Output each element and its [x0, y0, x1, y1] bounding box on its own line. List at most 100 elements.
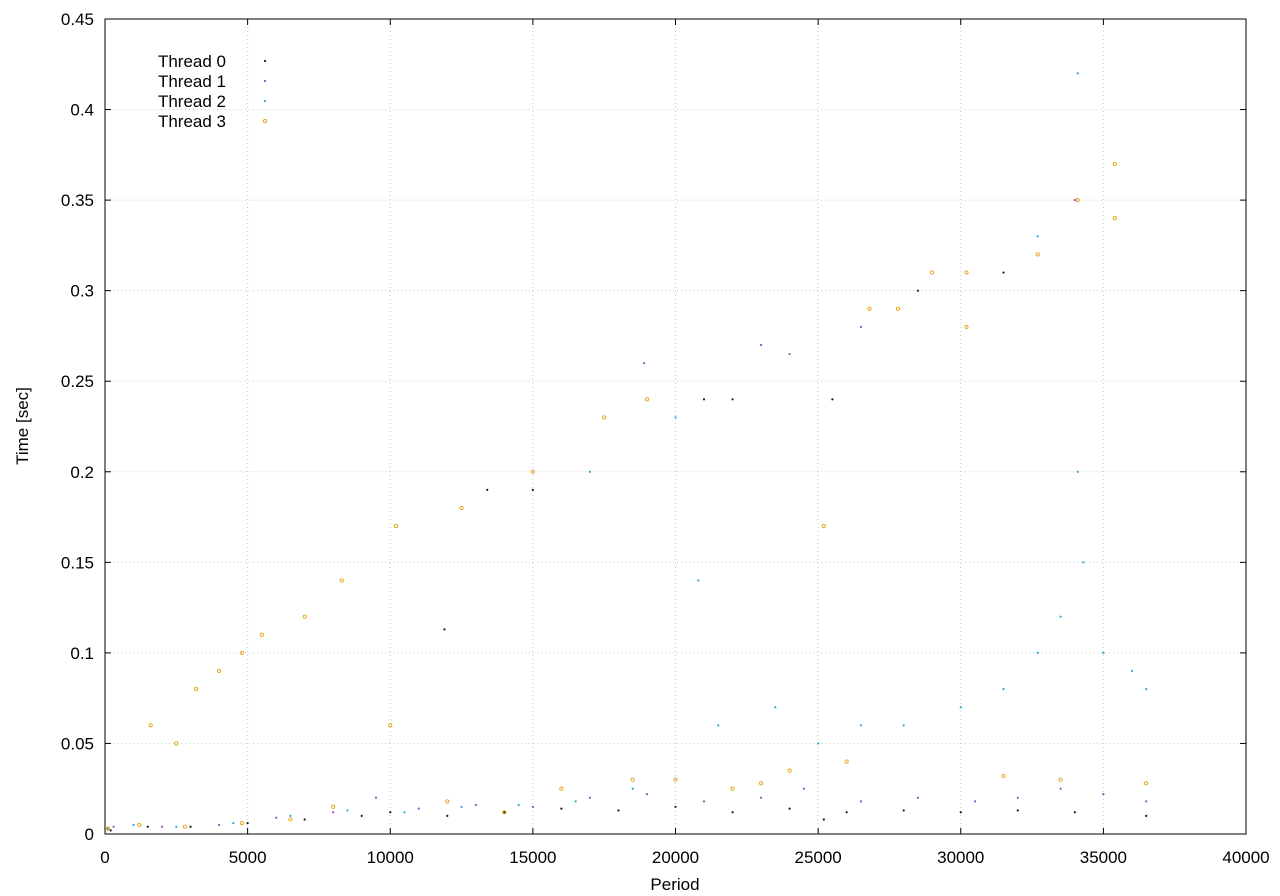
y-tick-label: 0.05: [61, 734, 94, 753]
data-point: [1002, 271, 1005, 274]
data-point: [112, 825, 115, 828]
series-3: [105, 161, 1149, 831]
data-point: [331, 804, 336, 809]
data-point: [1130, 669, 1133, 673]
data-point: [459, 505, 464, 511]
data-point: [1016, 809, 1019, 812]
data-point: [160, 825, 164, 828]
data-point: [902, 809, 905, 812]
data-point: [560, 807, 563, 810]
data-point: [393, 524, 399, 529]
data-point: [1112, 161, 1117, 166]
data-point: [460, 805, 463, 808]
data-point: [702, 800, 706, 803]
data-point: [902, 724, 905, 727]
y-tick-label: 0.3: [70, 282, 94, 301]
data-point: [443, 628, 446, 631]
y-tick-label: 0.35: [61, 191, 94, 210]
data-point: [1073, 811, 1076, 814]
legend-label: Thread 2: [158, 92, 226, 111]
data-point: [959, 706, 962, 709]
data-point: [759, 343, 763, 347]
grid: [105, 19, 1246, 834]
data-point: [174, 741, 179, 746]
data-point: [1145, 814, 1148, 817]
data-point: [1076, 470, 1079, 473]
data-point: [1016, 796, 1019, 799]
data-point: [895, 306, 901, 311]
data-point: [218, 823, 221, 827]
data-point: [389, 811, 392, 814]
data-point: [644, 397, 650, 402]
data-point: [339, 578, 344, 583]
data-point: [559, 786, 564, 791]
x-tick-label: 0: [100, 848, 109, 867]
legend-marker: [263, 59, 267, 63]
data-point: [973, 800, 977, 803]
data-point: [822, 818, 825, 821]
data-point: [217, 668, 222, 674]
data-point: [486, 488, 489, 491]
data-point: [474, 803, 477, 807]
data-point: [289, 814, 292, 817]
data-point: [821, 524, 826, 529]
data-point: [930, 270, 935, 275]
data-point: [617, 809, 620, 812]
data-point: [175, 825, 178, 828]
data-point: [702, 398, 706, 401]
legend-marker: [262, 118, 268, 124]
data-point: [1059, 615, 1062, 618]
data-point: [194, 687, 199, 692]
data-point: [332, 811, 335, 814]
series-0: [109, 271, 1148, 832]
data-point: [288, 817, 293, 822]
data-point: [417, 807, 420, 810]
data-point: [445, 799, 450, 804]
x-tick-label: 30000: [937, 848, 984, 867]
x-tick-label: 40000: [1222, 848, 1269, 867]
data-point: [246, 822, 249, 825]
data-point: [446, 814, 449, 817]
data-point: [759, 781, 764, 786]
data-point: [964, 270, 969, 275]
data-point: [302, 614, 307, 619]
data-point: [673, 777, 678, 782]
data-point: [645, 793, 649, 796]
legend-marker: [263, 99, 267, 103]
data-point: [964, 324, 969, 329]
data-point: [1036, 651, 1039, 654]
y-tick-label: 0.4: [70, 101, 94, 120]
legend-label: Thread 1: [158, 72, 226, 91]
data-point: [346, 809, 349, 812]
data-point: [502, 810, 507, 815]
data-point: [674, 416, 677, 419]
data-point: [148, 723, 153, 728]
data-point: [1059, 787, 1062, 790]
data-point: [275, 816, 278, 819]
data-point: [574, 800, 577, 803]
data-point: [239, 821, 244, 826]
legend-label: Thread 3: [158, 112, 226, 131]
x-tick-labels: 0 5000 10000 15000 20000 25000 30000 35000 40000: [100, 848, 1269, 867]
data-point: [717, 724, 720, 727]
x-axis-label: Period: [650, 875, 699, 894]
data-point: [1145, 800, 1148, 803]
data-point: [146, 825, 149, 828]
data-point: [182, 824, 187, 829]
data-point: [1036, 235, 1039, 238]
data-point: [787, 768, 792, 773]
series-2: [106, 72, 1148, 830]
data-point: [303, 818, 306, 821]
data-point: [1035, 252, 1040, 257]
x-tick-label: 25000: [794, 848, 841, 867]
data-point: [731, 398, 734, 401]
data-point: [1075, 198, 1080, 203]
y-axis-label: Time [sec]: [13, 387, 32, 465]
x-tick-label: 5000: [229, 848, 267, 867]
data-point: [774, 706, 777, 709]
data-point: [503, 811, 506, 814]
data-point: [916, 796, 920, 799]
data-point: [731, 811, 734, 814]
data-point: [1102, 651, 1105, 654]
